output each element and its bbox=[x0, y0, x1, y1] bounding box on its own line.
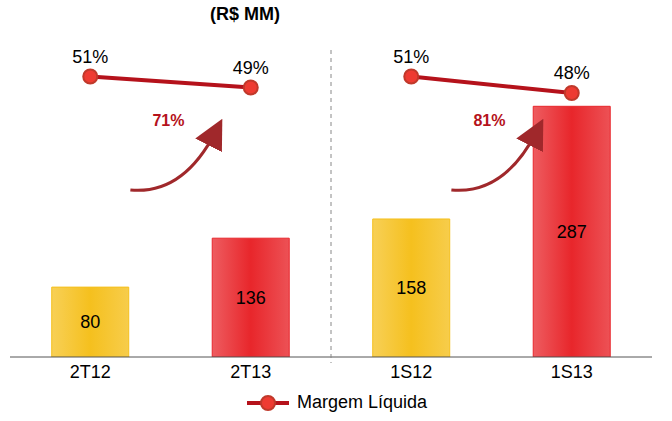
svg-text:81%: 81% bbox=[473, 112, 505, 129]
svg-text:48%: 48% bbox=[554, 63, 590, 83]
svg-text:49%: 49% bbox=[233, 58, 269, 78]
svg-text:80: 80 bbox=[80, 312, 100, 332]
svg-text:2T13: 2T13 bbox=[230, 362, 271, 382]
html-text:(R$ MM): (R$ MM) bbox=[210, 4, 280, 24]
svg-text:2T12: 2T12 bbox=[70, 362, 111, 382]
svg-text:1S13: 1S13 bbox=[551, 362, 593, 382]
svg-text:51%: 51% bbox=[393, 47, 429, 67]
svg-text:71%: 71% bbox=[152, 112, 184, 129]
svg-text:287: 287 bbox=[557, 222, 587, 242]
svg-text:136: 136 bbox=[236, 288, 266, 308]
svg-text:158: 158 bbox=[396, 278, 426, 298]
html-text:Margem Líquida: Margem Líquida bbox=[297, 392, 427, 412]
svg-text:1S12: 1S12 bbox=[390, 362, 432, 382]
svg-text:51%: 51% bbox=[72, 47, 108, 67]
